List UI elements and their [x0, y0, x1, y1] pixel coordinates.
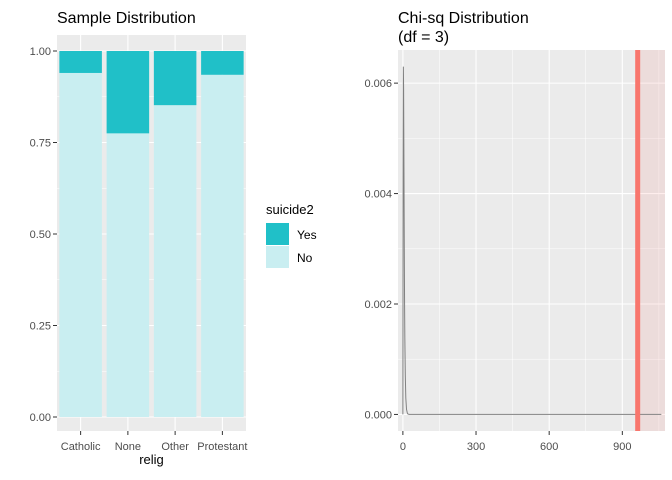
density-curve: [402, 66, 662, 415]
left-x-axis-title: relig: [139, 452, 164, 467]
bar-segment-no: [153, 105, 197, 417]
legend: suicide2 Yes No: [266, 202, 317, 268]
right-x-tick-label: 300: [467, 441, 485, 453]
bar-segment-no: [59, 72, 102, 418]
chi-sq-distribution-chart: Chi-sq Distribution (df = 3) 0.0000.0020…: [364, 10, 665, 453]
right-y-tick-label: 0.006: [364, 78, 392, 90]
bar-segment-yes: [153, 51, 197, 106]
legend-key-no: [266, 246, 289, 268]
sample-distribution-chart: Sample Distribution 0.00 0.25 0.50 0.75 1.00…: [30, 10, 248, 467]
left-chart-title: Sample Distribution: [57, 10, 196, 27]
right-chart-title: Chi-sq Distribution: [398, 10, 529, 27]
left-x-axis: Catholic None Other Protestant: [61, 431, 247, 453]
rejection-region: [637, 50, 665, 431]
right-y-tick-label: 0.002: [364, 299, 392, 311]
bar-segment-no: [201, 74, 244, 417]
left-x-tick-label: None: [115, 441, 141, 453]
legend-label-no: No: [297, 251, 313, 265]
legend-key-yes: [266, 223, 289, 245]
left-y-tick-label: 0.50: [30, 229, 51, 241]
right-x-tick-label: 600: [540, 441, 558, 453]
left-y-tick-label: 0.75: [30, 138, 51, 150]
legend-title: suicide2: [266, 202, 314, 217]
right-chart-subtitle: (df = 3): [398, 29, 449, 46]
left-y-axis: 0.00 0.25 0.50 0.75 1.00: [30, 46, 57, 424]
right-x-tick-label: 0: [400, 441, 406, 453]
left-bars: [59, 51, 244, 418]
right-y-axis: 0.000 0.002 0.004 0.006: [364, 78, 398, 421]
right-x-axis: 0 300 600 900: [400, 431, 632, 453]
right-y-tick-label: 0.004: [364, 189, 392, 201]
left-y-tick-label: 0.25: [30, 321, 51, 333]
left-y-tick-label: 1.00: [30, 46, 51, 58]
right-x-tick-label: 900: [613, 441, 631, 453]
left-x-tick-label: Catholic: [61, 441, 101, 453]
left-x-tick-label: Protestant: [197, 441, 247, 453]
bar-segment-yes: [106, 51, 150, 134]
left-x-tick-label: Other: [161, 441, 189, 453]
bar-segment-yes: [201, 51, 244, 75]
bar-segment-no: [106, 133, 150, 417]
left-y-tick-label: 0.00: [30, 412, 51, 424]
legend-label-yes: Yes: [297, 228, 317, 242]
bar-segment-yes: [59, 51, 102, 73]
right-y-tick-label: 0.000: [364, 409, 392, 421]
right-panel-background: [398, 50, 665, 431]
